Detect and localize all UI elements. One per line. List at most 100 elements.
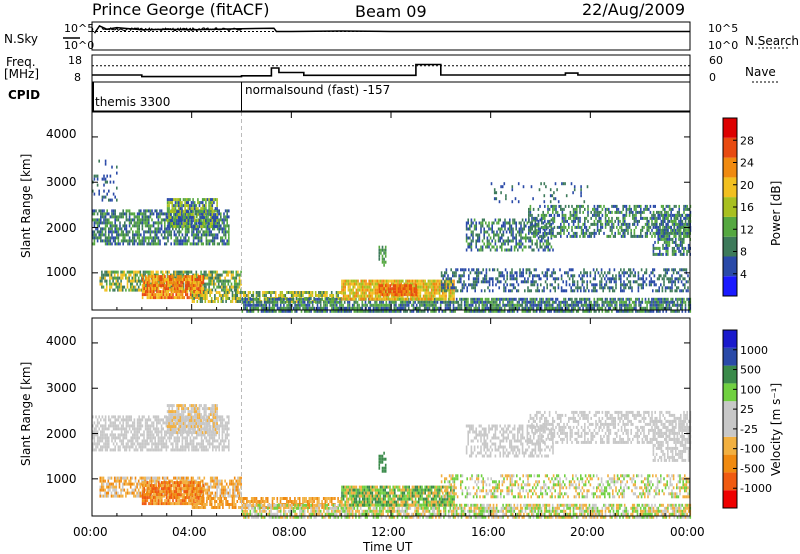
power-layer-cell (418, 279, 420, 283)
power-layer-cell (209, 207, 212, 211)
power-layer-cell (213, 276, 215, 280)
power-layer-cell (632, 234, 634, 238)
power-layer-cell (169, 296, 171, 300)
power-layer-cell (615, 306, 618, 310)
power-layer-cell (679, 289, 681, 293)
power-layer-cell (348, 306, 351, 310)
power-layer-cell (342, 303, 344, 307)
power-layer-cell (495, 283, 497, 287)
power-layer-cell (154, 275, 157, 279)
power-layer-cell (646, 303, 648, 307)
power-layer-cell (520, 224, 522, 228)
power-layer-cell (173, 216, 175, 220)
power-layer-cell (571, 204, 573, 208)
power-layer-cell (635, 225, 637, 229)
power-layer-cell (667, 297, 669, 301)
power-layer-cell (598, 216, 600, 220)
power-layer-cell (114, 209, 116, 213)
power-layer-cell (233, 297, 235, 300)
power-layer-cell (681, 309, 684, 313)
power-layer-cell (200, 233, 203, 237)
power-layer-cell (173, 296, 176, 300)
power-layer-cell (477, 277, 480, 281)
power-layer-cell (180, 296, 182, 300)
power-layer-cell (98, 224, 100, 228)
power-layer-cell (185, 278, 187, 282)
power-layer-cell (549, 224, 551, 228)
power-layer-cell (600, 228, 602, 232)
power-layer-cell (556, 297, 559, 301)
power-layer-cell (226, 218, 228, 222)
power-layer-cell (166, 198, 169, 202)
power-layer-cell (201, 213, 204, 217)
power-panel (91, 111, 692, 313)
power-layer-cell (430, 303, 432, 307)
power-layer-cell (449, 306, 452, 310)
power-layer-cell (540, 283, 542, 287)
power-layer-cell (551, 271, 553, 275)
power-layer-cell (197, 233, 200, 237)
power-layer-cell (487, 300, 490, 304)
power-layer-cell (211, 201, 214, 205)
power-layer-cell (290, 300, 293, 303)
power-layer-cell (198, 225, 201, 229)
power-layer-cell (185, 225, 188, 229)
power-layer-cell (450, 294, 452, 298)
power-layer-cell (220, 297, 223, 300)
power-layer-cell (564, 219, 567, 223)
power-layer-cell (503, 289, 505, 293)
power-layer-cell (509, 218, 511, 222)
power-layer-cell (165, 270, 167, 274)
power-layer-cell (191, 287, 193, 291)
power-layer-cell (181, 210, 183, 214)
power-layer-cell (246, 303, 248, 307)
power-layer-cell (674, 268, 676, 272)
power-layer-cell (350, 282, 353, 286)
power-layer-cell (656, 277, 659, 281)
power-layer-cell (361, 306, 364, 310)
power-layer-cell (194, 227, 196, 231)
power-layer-cell (387, 303, 389, 307)
power-layer-cell (529, 204, 532, 208)
power-layer-cell (444, 289, 446, 293)
power-layer-cell (500, 306, 503, 310)
power-layer-cell (226, 215, 228, 219)
power-layer-cell (209, 201, 212, 205)
power-layer-cell (539, 245, 541, 249)
power-layer-cell (200, 225, 202, 229)
power-layer-cell (528, 289, 531, 293)
power-layer-cell (307, 300, 309, 304)
power-layer-cell (601, 213, 604, 217)
power-layer-cell (544, 245, 546, 249)
power-layer-cell (116, 227, 118, 231)
power-layer-cell (553, 309, 556, 313)
power-layer-cell (501, 245, 503, 249)
power-layer-cell (159, 275, 161, 279)
power-layer-cell (126, 279, 129, 283)
power-layer-cell (198, 201, 201, 205)
power-layer-cell (632, 280, 635, 284)
power-layer-cell (349, 297, 351, 301)
power-layer-cell (544, 280, 547, 284)
power-layer-cell (157, 224, 160, 228)
power-layer-cell (138, 221, 140, 225)
power-layer-cell (271, 303, 274, 307)
power-layer-cell (404, 284, 406, 288)
power-layer-cell (408, 279, 410, 283)
power-layer-cell (472, 286, 475, 290)
power-layer-cell (159, 221, 161, 225)
power-layer-cell (190, 219, 193, 223)
power-layer-cell (622, 231, 624, 235)
power-layer-cell (483, 227, 485, 231)
power-layer-cell (470, 221, 473, 225)
power-layer-cell (411, 279, 414, 283)
power-layer-cell (615, 277, 617, 281)
power-layer-cell (198, 222, 201, 226)
power-layer-cell (680, 268, 683, 272)
power-layer-cell (659, 300, 661, 304)
power-layer-cell (566, 300, 568, 304)
power-layer-cell (196, 281, 198, 285)
power-layer-cell (418, 291, 420, 295)
power-layer-cell (233, 276, 236, 280)
power-layer-cell (431, 300, 434, 304)
